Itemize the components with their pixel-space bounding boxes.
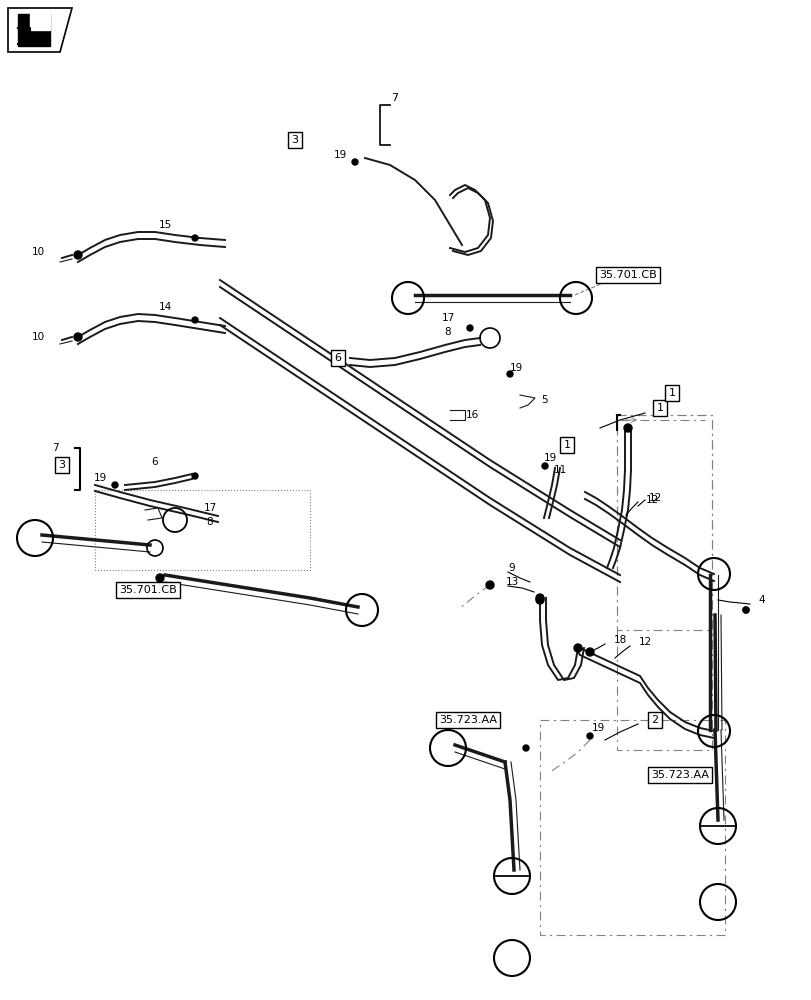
Polygon shape	[30, 10, 50, 30]
Text: 3: 3	[58, 460, 66, 470]
Circle shape	[623, 424, 631, 432]
Text: 19: 19	[333, 150, 346, 160]
Text: 18: 18	[612, 635, 626, 645]
Circle shape	[541, 463, 547, 469]
Text: 2: 2	[650, 715, 658, 725]
Circle shape	[742, 607, 748, 613]
Circle shape	[742, 607, 748, 613]
Text: 12: 12	[645, 495, 658, 505]
Circle shape	[535, 594, 543, 602]
Text: 8: 8	[207, 517, 213, 527]
Circle shape	[74, 251, 82, 259]
Text: 1: 1	[655, 403, 663, 413]
Text: 35.701.CB: 35.701.CB	[119, 585, 177, 595]
Text: 11: 11	[552, 465, 566, 475]
Text: 14: 14	[158, 302, 171, 312]
Text: 19: 19	[590, 723, 604, 733]
Text: 35.701.CB: 35.701.CB	[599, 270, 656, 280]
Circle shape	[466, 325, 473, 331]
Text: 19: 19	[508, 363, 522, 373]
Bar	[539, 720, 724, 935]
Circle shape	[486, 581, 493, 589]
Circle shape	[156, 574, 164, 582]
Circle shape	[535, 596, 543, 604]
Text: 9: 9	[508, 563, 515, 573]
Bar	[616, 415, 711, 750]
Bar	[95, 490, 310, 570]
Text: 17: 17	[441, 313, 454, 323]
Text: 15: 15	[158, 220, 171, 230]
Text: 3: 3	[291, 135, 298, 145]
Text: 19: 19	[543, 453, 556, 463]
Text: 16: 16	[465, 410, 478, 420]
Text: 4: 4	[757, 595, 765, 605]
Text: 35.723.AA: 35.723.AA	[650, 770, 708, 780]
Circle shape	[586, 733, 592, 739]
Circle shape	[351, 159, 358, 165]
Bar	[616, 415, 711, 630]
Text: 6: 6	[152, 457, 158, 467]
Circle shape	[506, 371, 513, 377]
Circle shape	[74, 333, 82, 341]
Text: 17: 17	[203, 503, 217, 513]
Polygon shape	[18, 14, 50, 46]
Text: 13: 13	[504, 577, 518, 587]
Circle shape	[112, 482, 118, 488]
Text: 7: 7	[52, 443, 58, 453]
Text: 1: 1	[563, 440, 570, 450]
Polygon shape	[8, 8, 72, 52]
Circle shape	[191, 235, 198, 241]
Text: 12: 12	[647, 493, 661, 503]
Text: 19: 19	[93, 473, 106, 483]
Text: 35.723.AA: 35.723.AA	[439, 715, 496, 725]
Text: 12: 12	[637, 637, 650, 647]
Text: 10: 10	[32, 332, 45, 342]
Circle shape	[573, 644, 581, 652]
Circle shape	[191, 317, 198, 323]
Text: 8: 8	[444, 327, 451, 337]
Text: 5: 5	[541, 395, 547, 405]
Circle shape	[522, 745, 528, 751]
Text: 7: 7	[391, 93, 398, 103]
Circle shape	[586, 648, 594, 656]
Text: 6: 6	[334, 353, 341, 363]
Text: 10: 10	[32, 247, 45, 257]
Text: 1: 1	[667, 388, 675, 398]
Circle shape	[191, 473, 198, 479]
